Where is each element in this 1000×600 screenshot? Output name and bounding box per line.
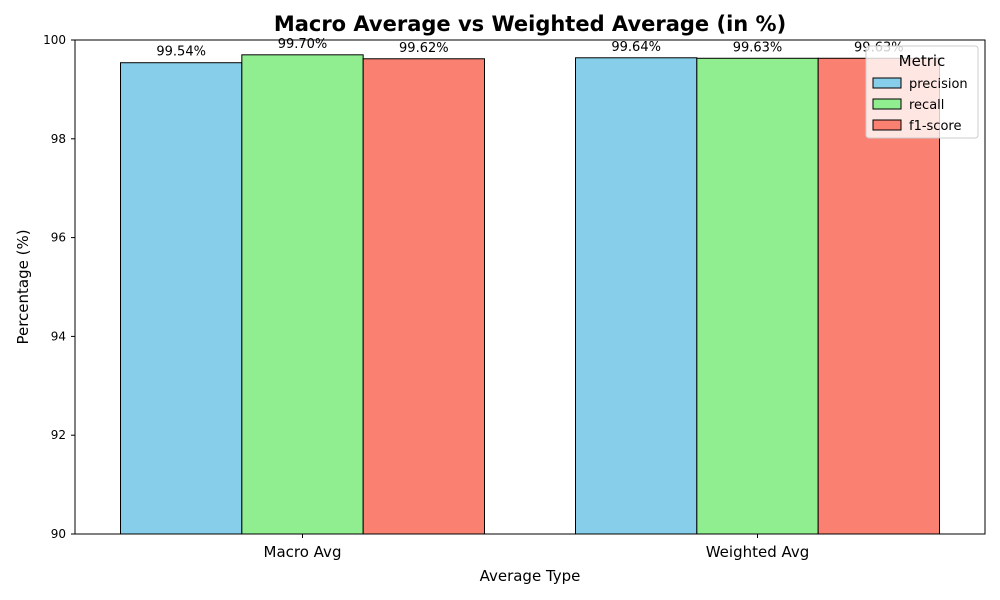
y-tick-label: 94 xyxy=(51,329,66,343)
data-label-recall-0: 99.70% xyxy=(278,37,328,52)
bar-recall-0 xyxy=(241,54,364,535)
y-axis-label: Percentage (%) xyxy=(14,229,32,344)
y-axis-ticks: 90 92 94 96 98 100 xyxy=(43,33,75,541)
data-label-precision-1: 99.64% xyxy=(611,40,661,55)
bar-recall-1 xyxy=(696,57,819,535)
x-axis-ticks: Macro Avg Weighted Avg xyxy=(264,534,810,561)
bars-group xyxy=(120,54,941,535)
legend-title: Metric xyxy=(899,52,946,70)
data-label-precision-0: 99.54% xyxy=(156,45,206,60)
x-axis-label: Average Type xyxy=(480,567,581,585)
x-tick-label: Weighted Avg xyxy=(706,543,810,561)
plot-area-frame xyxy=(74,39,986,535)
bar-f1-score-0 xyxy=(362,58,485,535)
x-tick-label: Macro Avg xyxy=(264,543,342,561)
legend-swatch-precision xyxy=(872,77,902,89)
legend: Metric precision recall f1-score xyxy=(865,45,979,139)
legend-label-f1-score: f1-score xyxy=(909,119,961,134)
legend-swatch-recall xyxy=(872,98,902,110)
y-tick-label: 96 xyxy=(51,231,66,245)
y-tick-label: 100 xyxy=(43,33,66,47)
y-tick-label: 92 xyxy=(51,428,66,442)
bar-precision-0 xyxy=(120,62,243,535)
data-label-f1-score-0: 99.62% xyxy=(399,41,449,56)
y-tick-label: 98 xyxy=(51,132,66,146)
legend-label-recall: recall xyxy=(909,98,944,113)
data-label-recall-1: 99.63% xyxy=(733,40,783,55)
y-tick-label: 90 xyxy=(51,527,66,541)
legend-swatch-f1-score xyxy=(872,119,902,131)
legend-label-precision: precision xyxy=(909,77,968,92)
legend-box xyxy=(865,45,979,139)
chart-title: Macro Average vs Weighted Average (in %) xyxy=(274,12,786,36)
bar-precision-1 xyxy=(575,57,698,535)
